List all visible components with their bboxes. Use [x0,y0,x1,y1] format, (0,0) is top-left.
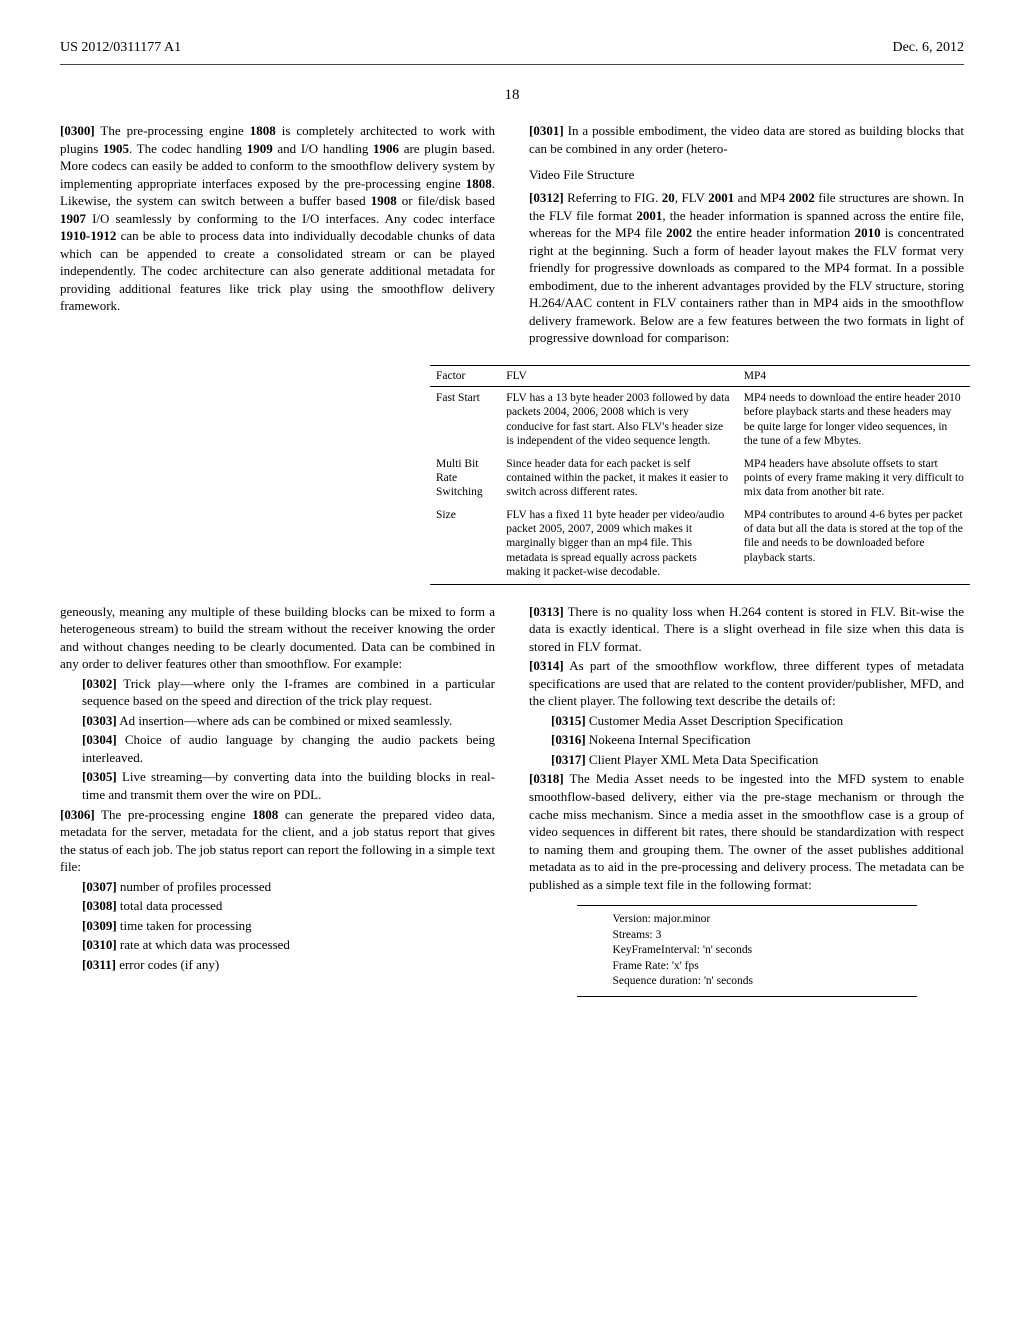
td-mp4: MP4 needs to download the entire header … [738,387,970,453]
paragraph-0308: [0308] total data processed [82,897,495,915]
content-columns: [0300] The pre-processing engine 1808 is… [60,122,964,997]
table-row: Multi Bit Rate Switching Since header da… [430,453,970,504]
paragraph-0309: [0309] time taken for processing [82,917,495,935]
paragraph-0305: [0305] Live streaming—by converting data… [82,768,495,803]
table-header-row: Factor FLV MP4 [430,366,970,387]
paragraph-0302: [0302] Trick play—where only the I-frame… [82,675,495,710]
td-flv: FLV has a 13 byte header 2003 followed b… [500,387,738,453]
td-flv: FLV has a fixed 11 byte header per video… [500,504,738,584]
paragraph-0301: [0301] In a possible embodiment, the vid… [529,122,964,157]
flv-mp4-comparison-table: Factor FLV MP4 Fast Start FLV has a 13 b… [430,365,970,585]
page-number: 18 [60,87,964,104]
paragraph-0313: [0313] There is no quality loss when H.2… [529,603,964,656]
paragraph-0301-continued: geneously, meaning any multiple of these… [60,603,495,673]
paragraph-0300: [0300] The pre-processing engine 1808 is… [60,122,495,315]
paragraph-0307: [0307] number of profiles processed [82,878,495,896]
th-mp4: MP4 [738,366,970,387]
publication-date: Dec. 6, 2012 [892,40,964,56]
meta-line-framerate: Frame Rate: 'x' fps [577,959,917,975]
paragraph-0311: [0311] error codes (if any) [82,956,495,974]
paragraph-0312: [0312] Referring to FIG. 20, FLV 2001 an… [529,189,964,347]
paragraph-0304: [0304] Choice of audio language by chang… [82,731,495,766]
table-row: Fast Start FLV has a 13 byte header 2003… [430,387,970,453]
table-row: Size FLV has a fixed 11 byte header per … [430,504,970,584]
paragraph-0318: [0318] The Media Asset needs to be inges… [529,770,964,893]
paragraph-0306: [0306] The pre-processing engine 1808 ca… [60,806,495,876]
video-file-structure-heading: Video File Structure [529,167,964,183]
paragraph-0315: [0315] Customer Media Asset Description … [551,712,964,730]
paragraph-0314: [0314] As part of the smoothflow workflo… [529,657,964,710]
meta-line-keyframe: KeyFrameInterval: 'n' seconds [577,943,917,959]
th-factor: Factor [430,366,500,387]
meta-line-streams: Streams: 3 [577,928,917,944]
td-factor: Size [430,504,500,584]
paragraph-0317: [0317] Client Player XML Meta Data Speci… [551,751,964,769]
paragraph-0310: [0310] rate at which data was processed [82,936,495,954]
comparison-table-container: Factor FLV MP4 Fast Start FLV has a 13 b… [430,365,970,585]
header-rule [60,64,964,65]
page-header: US 2012/0311177 A1 Dec. 6, 2012 [60,40,964,56]
th-flv: FLV [500,366,738,387]
meta-line-duration: Sequence duration: 'n' seconds [577,974,917,990]
td-factor: Fast Start [430,387,500,453]
td-mp4: MP4 headers have absolute offsets to sta… [738,453,970,504]
td-mp4: MP4 contributes to around 4-6 bytes per … [738,504,970,584]
publication-number: US 2012/0311177 A1 [60,40,181,56]
td-flv: Since header data for each packet is sel… [500,453,738,504]
meta-line-version: Version: major.minor [577,912,917,928]
metadata-format-box: Version: major.minor Streams: 3 KeyFrame… [577,905,917,997]
paragraph-0316: [0316] Nokeena Internal Specification [551,731,964,749]
paragraph-0303: [0303] Ad insertion—where ads can be com… [82,712,495,730]
td-factor: Multi Bit Rate Switching [430,453,500,504]
